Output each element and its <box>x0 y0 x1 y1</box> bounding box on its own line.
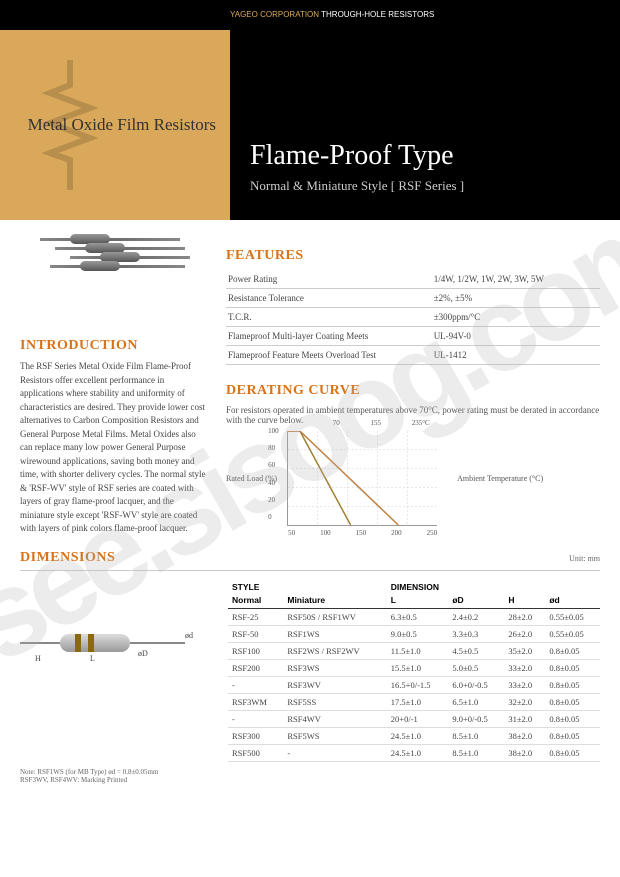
derating-chart: 70155235°C 100806040200 50100150200250 <box>287 431 437 526</box>
product-line: THROUGH-HOLE RESISTORS <box>321 10 434 19</box>
feature-key: Flameproof Feature Meets Overload Test <box>226 346 432 365</box>
table-row: RSF500-24.5±1.08.5±1.038±2.00.8±0.05 <box>228 744 600 761</box>
resistor-symbol-icon <box>30 60 110 190</box>
feature-val: UL-94V-0 <box>432 327 600 346</box>
hero: Metal Oxide Film Resistors Flame-Proof T… <box>0 30 620 220</box>
intro-text: The RSF Series Metal Oxide Film Flame-Pr… <box>20 360 208 536</box>
feature-key: Power Rating <box>226 270 432 289</box>
intro-heading: INTRODUCTION <box>20 338 208 354</box>
hero-right: Flame-Proof Type Normal & Miniature Styl… <box>230 30 620 220</box>
table-row: RSF100RSF2WS / RSF2WV11.5±1.04.5±0.535±2… <box>228 642 600 659</box>
hero-left: Metal Oxide Film Resistors <box>0 30 230 220</box>
chart-xlabel: Ambient Temperature (°C) <box>457 474 543 483</box>
footnotes: Note: RSF1WS (for MB Type) ød = 0.8±0.05… <box>0 762 620 790</box>
page-title: Flame-Proof Type <box>250 140 620 172</box>
feature-val: ±300ppm/°C <box>432 308 600 327</box>
table-row: RSF300RSF5WS24.5±1.08.5±1.038±2.00.8±0.0… <box>228 727 600 744</box>
table-row: -RSF3WV16.5+0/-1.56.0+0/-0.533±2.00.8±0.… <box>228 676 600 693</box>
features-table: Power Rating1/4W, 1/2W, 1W, 2W, 3W, 5WRe… <box>226 270 600 365</box>
feature-val: ±2%, ±5% <box>432 289 600 308</box>
dimensions-heading: DIMENSIONS <box>20 550 115 566</box>
feature-key: T.C.R. <box>226 308 432 327</box>
page-subtitle: Normal & Miniature Style [ RSF Series ] <box>250 178 620 194</box>
dimensions-table: STYLEDIMENSION NormalMiniature LøD Hød R… <box>228 579 600 762</box>
resistor-photo <box>20 238 208 328</box>
table-row: RSF200RSF3WS15.5±1.05.0±0.533±2.00.8±0.0… <box>228 659 600 676</box>
features-heading: FEATURES <box>226 248 600 264</box>
feature-val: 1/4W, 1/2W, 1W, 2W, 3W, 5W <box>432 270 600 289</box>
table-row: RSF-50RSF1WS9.0±0.53.3±0.326±2.00.55±0.0… <box>228 625 600 642</box>
table-row: RSF-25RSF50S / RSF1WV6.3±0.52.4±0.228±2.… <box>228 608 600 625</box>
feature-key: Resistance Tolerance <box>226 289 432 308</box>
table-row: -RSF4WV20+0/-19.0+0/-0.531±2.00.8±0.05 <box>228 710 600 727</box>
feature-key: Flameproof Multi-layer Coating Meets <box>226 327 432 346</box>
table-row: RSF3WMRSF5SS17.5±1.06.5±1.032±2.00.8±0.0… <box>228 693 600 710</box>
dimensions-unit: Unit: mm <box>569 554 600 563</box>
derating-heading: DERATING CURVE <box>226 383 600 399</box>
top-bar: YAGEO CORPORATION THROUGH-HOLE RESISTORS <box>0 0 620 30</box>
dimension-diagram: H L øD ød <box>20 579 208 762</box>
feature-val: UL-1412 <box>432 346 600 365</box>
company-name: YAGEO CORPORATION <box>230 10 319 19</box>
